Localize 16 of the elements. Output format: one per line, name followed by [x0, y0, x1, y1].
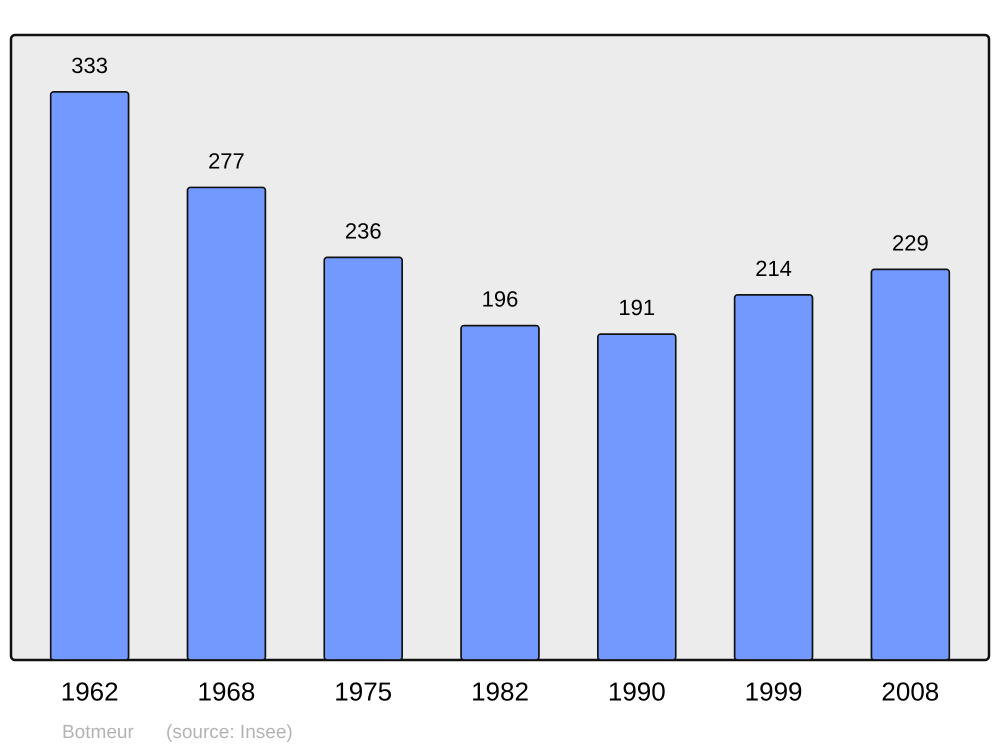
x-tick-label: 2008 — [881, 676, 940, 706]
x-tick-label: 1975 — [334, 676, 392, 706]
x-tick-label: 1999 — [744, 676, 802, 706]
data-label: 196 — [482, 286, 518, 312]
text: Botmeur — [62, 722, 134, 743]
x-tick-label: 1968 — [198, 676, 256, 706]
data-label: 277 — [208, 148, 245, 174]
text: (source: Insee) — [166, 722, 293, 743]
data-label: 333 — [71, 52, 108, 78]
data-label: 191 — [618, 295, 656, 320]
data-label: 214 — [755, 256, 792, 281]
x-tick-label: 1962 — [60, 676, 119, 706]
data-label: 229 — [892, 230, 929, 256]
data-label: 236 — [344, 218, 382, 244]
x-tick-label: 1990 — [608, 676, 666, 706]
x-tick-label: 1982 — [471, 676, 529, 706]
